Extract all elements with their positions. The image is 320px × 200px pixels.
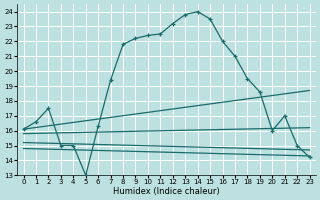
X-axis label: Humidex (Indice chaleur): Humidex (Indice chaleur) [113,187,220,196]
